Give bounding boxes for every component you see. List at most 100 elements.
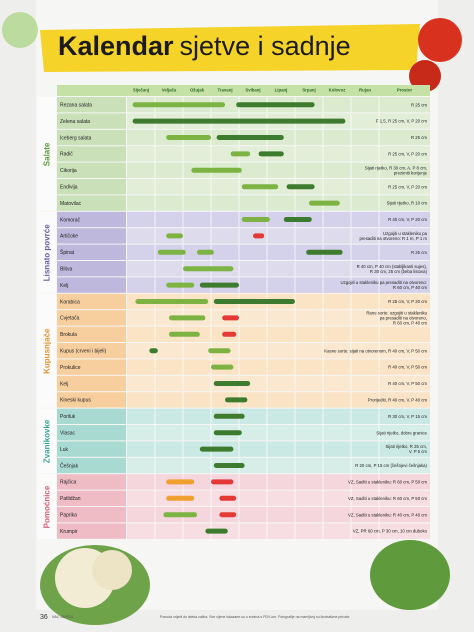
season-bar bbox=[283, 217, 312, 222]
row-bg bbox=[127, 507, 430, 523]
season-bar bbox=[213, 299, 295, 304]
title-bold: Kalendar bbox=[58, 31, 174, 61]
row-bg bbox=[127, 425, 430, 441]
tomatoes bbox=[2, 12, 462, 92]
group-label-bg bbox=[38, 293, 56, 408]
season-bar bbox=[216, 135, 284, 140]
row-name: Korabica bbox=[60, 299, 80, 305]
name-cell bbox=[57, 97, 126, 113]
fine-print: Ponuda vrijedi do isteka zaliha. Sve cij… bbox=[160, 615, 350, 619]
row-name: Luk bbox=[60, 447, 69, 453]
name-cell bbox=[57, 195, 126, 211]
row-name: Brokula bbox=[60, 332, 77, 338]
row-name: Kelj bbox=[60, 381, 68, 387]
season-bar bbox=[166, 282, 195, 288]
name-cell bbox=[57, 228, 126, 244]
row-bg bbox=[127, 244, 430, 260]
row-bg bbox=[127, 326, 430, 342]
season-bar bbox=[135, 299, 209, 304]
name-cell bbox=[57, 408, 126, 424]
season-bar bbox=[213, 381, 251, 386]
issue: NAC 05/2024 bbox=[52, 615, 73, 619]
row-bg bbox=[127, 457, 430, 474]
row-note: Sijati rijetko, R 10 cm bbox=[387, 201, 428, 206]
month-label: Rujan bbox=[359, 88, 371, 93]
row-note: Kasne sorte: sijati na otvorenom, R 40 c… bbox=[324, 348, 427, 353]
name-cell bbox=[57, 490, 126, 506]
season-bar bbox=[222, 315, 239, 321]
row-note: prezimiti korijenje bbox=[394, 170, 428, 175]
row-name: Patlidžan bbox=[60, 496, 81, 502]
season-bar bbox=[306, 249, 343, 255]
name-cell bbox=[57, 310, 126, 326]
group-label-bg bbox=[38, 211, 56, 293]
row-name: Kupus (crveni i bijeli) bbox=[60, 349, 106, 355]
season-bar bbox=[211, 364, 234, 370]
name-cell bbox=[57, 392, 126, 408]
row-note: VZ, Saditi u stakleniku: R 40 cm, P 40 c… bbox=[348, 512, 427, 517]
row-note: R 40 cm, V, P 50 cm bbox=[388, 365, 427, 370]
season-bar bbox=[211, 479, 234, 485]
group-label-bg bbox=[38, 408, 56, 474]
season-bar bbox=[219, 495, 237, 501]
month-label: Travanj bbox=[217, 88, 232, 93]
group-label: Zvanikovke bbox=[43, 419, 52, 463]
row-name: Matovilac bbox=[60, 201, 82, 207]
season-bar bbox=[241, 217, 270, 222]
leaves bbox=[2, 12, 38, 48]
row-bg bbox=[127, 228, 430, 244]
row-bg bbox=[127, 392, 430, 408]
row-name: Vlasac bbox=[60, 431, 76, 437]
season-bar bbox=[166, 479, 195, 485]
row-note: R 60 cm, P 40 cm bbox=[393, 285, 427, 290]
name-cell bbox=[57, 113, 126, 129]
season-bar bbox=[225, 397, 248, 403]
season-bar bbox=[258, 151, 284, 157]
row-name: Češnjak bbox=[60, 462, 79, 469]
row-note: R 40 cm, P 40 cm (stabljikasti sujes), bbox=[357, 264, 427, 269]
season-bar bbox=[219, 512, 237, 518]
month-label: Kolovoz bbox=[329, 88, 346, 93]
name-cell bbox=[57, 359, 126, 375]
season-bar bbox=[230, 151, 251, 157]
month-label: Siječanj bbox=[133, 88, 149, 93]
season-bar bbox=[208, 348, 231, 354]
row-bg bbox=[127, 277, 430, 293]
row-note: R 40 cm, V, P 20 cm bbox=[388, 217, 427, 222]
title-band bbox=[40, 24, 420, 72]
month-label: Srpanj bbox=[302, 88, 315, 93]
head bbox=[92, 550, 132, 590]
month-label: Ožujak bbox=[190, 88, 205, 93]
season-bar bbox=[169, 331, 200, 337]
name-cell bbox=[57, 211, 126, 228]
row-bg bbox=[127, 261, 430, 277]
season-bar bbox=[163, 512, 197, 518]
season-bar bbox=[205, 528, 228, 534]
row-note: VZ, Saditi u stakleniku: R 60 cm, P 50 c… bbox=[348, 480, 427, 485]
name-cell bbox=[57, 523, 126, 539]
season-bar bbox=[166, 233, 183, 239]
row-name: Rajčica bbox=[60, 480, 77, 486]
season-bar bbox=[166, 495, 195, 501]
group-label: Salate bbox=[43, 142, 52, 166]
group-label: Lisnato povrće bbox=[43, 224, 52, 281]
row-note: R 25 cm, V, P 20 cm bbox=[388, 152, 427, 157]
name-cell bbox=[57, 441, 126, 457]
season-bar bbox=[222, 331, 237, 337]
season-bar bbox=[199, 282, 239, 288]
row-name: Kelj bbox=[60, 283, 68, 289]
name-cell bbox=[57, 129, 126, 146]
row-name: Artičoke bbox=[60, 234, 78, 240]
row-bg bbox=[127, 211, 430, 228]
group-label: Kupusnjače bbox=[43, 328, 52, 374]
group-label-bg bbox=[38, 97, 56, 211]
season-bar bbox=[183, 266, 234, 272]
row-note: R 30 cm, V, P 15 cm bbox=[388, 414, 427, 419]
row-note: R 60 cm, P 40 cm bbox=[393, 321, 427, 326]
row-name: Krumpir bbox=[60, 529, 78, 535]
row-note: R 30 cm, 25 cm (beba listova) bbox=[370, 269, 428, 274]
season-bar bbox=[191, 167, 242, 173]
season-bar bbox=[166, 135, 211, 140]
row-note: Sijati rijetko, dobre granice bbox=[376, 430, 427, 435]
